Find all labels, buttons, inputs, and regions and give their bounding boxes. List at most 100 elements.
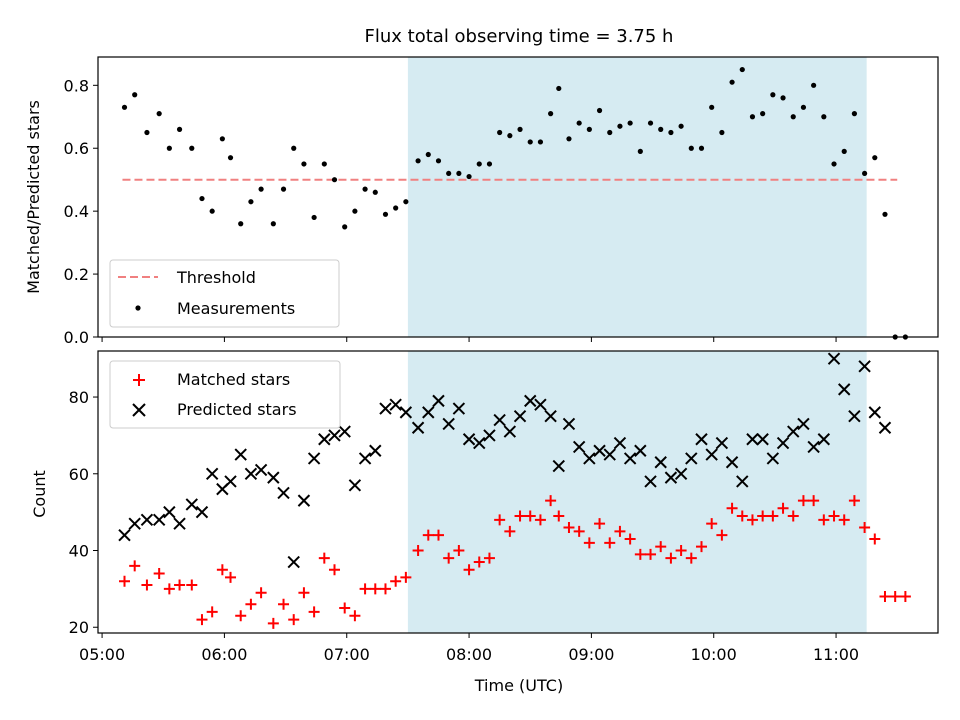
measurement-point (698, 145, 705, 151)
predicted-star-point (185, 498, 198, 511)
matched-star-point (186, 579, 198, 591)
measurement-point (668, 129, 674, 136)
matched-star-point (848, 495, 860, 507)
predicted-star-point (442, 417, 455, 431)
matched-star-point (298, 587, 310, 599)
measurement-point (352, 208, 358, 214)
matched-star-point (359, 583, 371, 595)
matched-star-point (216, 564, 228, 576)
measurement-point (425, 151, 431, 158)
predicted-star-point (654, 456, 667, 469)
matched-star-point (453, 545, 465, 557)
measurement-point (780, 95, 786, 101)
predicted-star-point (878, 421, 892, 434)
matched-star-point (473, 556, 485, 568)
matched-star-point (706, 518, 718, 530)
matched-star-point (318, 552, 330, 564)
measurement-point (372, 189, 378, 195)
predicted-star-point (389, 398, 402, 411)
measurement-point (248, 199, 254, 205)
predicted-star-point (254, 463, 268, 477)
legend-threshold-label: Threshold (176, 268, 256, 287)
matched-star-point (685, 552, 697, 564)
predicted-star-point (195, 505, 209, 519)
matched-star-point (412, 545, 424, 557)
matched-star-point (808, 495, 820, 507)
predicted-star-point (163, 505, 176, 519)
predicted-star-point (128, 517, 141, 530)
matched-star-point (422, 529, 434, 541)
matched-star-point (494, 514, 506, 526)
measurement-point (166, 145, 172, 151)
matched-star-point (767, 510, 779, 522)
bottom-y-tick-label: 80 (69, 388, 89, 407)
measurement-point (596, 107, 603, 114)
x-tick-label: 09:00 (568, 645, 614, 664)
predicted-star-point (797, 417, 810, 431)
legend-measurements-label: Measurements (177, 299, 295, 318)
predicted-star-point (685, 452, 698, 465)
predicted-star-point (705, 448, 718, 461)
legend-measurements-swatch (135, 305, 141, 311)
predicted-star-point (503, 425, 517, 438)
top-legend-box (109, 259, 340, 328)
matched-star-point (594, 518, 606, 530)
matched-star-point (838, 514, 850, 526)
predicted-star-point (644, 475, 657, 488)
measurement-point (476, 161, 482, 167)
predicted-star-point (224, 475, 237, 488)
top-legend: Threshold Measurements (109, 259, 340, 328)
matched-star-point (245, 598, 257, 610)
predicted-star-point (318, 433, 331, 446)
bottom-panel-frame (97, 350, 939, 634)
predicted-star-point (297, 494, 311, 507)
top-y-tick-label: 0.2 (64, 265, 89, 284)
predicted-star-point (493, 413, 506, 427)
matched-star-point (235, 610, 247, 622)
measurement-point (382, 211, 389, 217)
measurement-point (831, 161, 837, 167)
measurement-point (637, 148, 643, 154)
matched-star-point (524, 510, 536, 522)
matched-star-point (604, 537, 616, 549)
measurement-point (537, 139, 544, 145)
predicted-star-point (583, 452, 596, 465)
measurement-point (770, 92, 776, 98)
bottom-y-tick-label: 20 (69, 618, 89, 637)
measurement-point (586, 126, 592, 132)
matched-star-point (255, 587, 267, 599)
matched-star-point (141, 579, 153, 591)
predicted-star-point (483, 429, 496, 442)
matched-star-point (443, 552, 455, 564)
matched-star-point (483, 552, 495, 564)
measurement-point (517, 126, 523, 132)
chart-title: Flux total observing time = 3.75 h (365, 26, 674, 47)
measurement-point (219, 136, 225, 142)
top-x-ticks (101, 337, 837, 342)
measurement-point (415, 158, 421, 164)
measurement-point (882, 211, 888, 217)
matched-star-point (889, 591, 901, 603)
predicted-star-point (848, 410, 861, 423)
predicted-star-point (603, 448, 616, 461)
measurement-point (456, 170, 462, 177)
bottom-panel: 20 40 60 80 05:00 06:00 07:00 08:00 09:00 10:00 1… (30, 350, 939, 695)
measurement-point (270, 221, 276, 227)
measurement-point (862, 170, 868, 177)
matched-star-point (174, 579, 186, 591)
predicted-star-point (572, 440, 586, 454)
predicted-star-point (473, 436, 486, 450)
measurement-point (678, 123, 684, 129)
predicted-star-point (534, 398, 547, 411)
measurement-point (800, 104, 807, 110)
x-tick-label: 05:00 (79, 645, 125, 664)
predicted-star-point (524, 394, 537, 408)
matched-star-point (153, 568, 165, 580)
predicted-star-point (787, 425, 800, 438)
matched-star-point (716, 529, 728, 541)
top-y-tick-label: 0.0 (64, 328, 89, 347)
predicted-star-point (552, 459, 565, 473)
measurement-point (576, 120, 582, 126)
predicted-star-point (277, 486, 290, 500)
matched-star-point (583, 537, 595, 549)
